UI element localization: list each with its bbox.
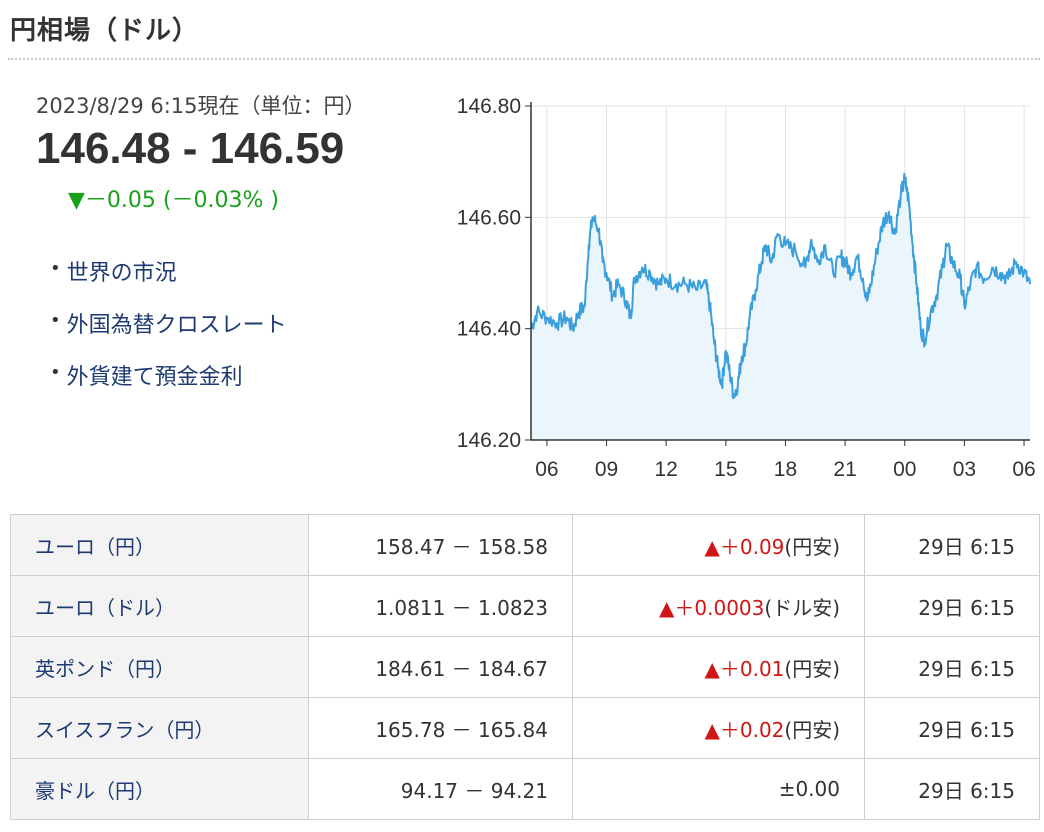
series-area bbox=[531, 173, 1030, 440]
y-tick-label: 146.20 bbox=[457, 429, 521, 452]
x-tick-label: 15 bbox=[714, 458, 737, 481]
bid-ask: 165.78 － 165.84 bbox=[308, 697, 573, 759]
series-line bbox=[530, 172, 1031, 400]
change-cell: ▲＋0.02(円安) bbox=[572, 697, 865, 759]
currency-name[interactable]: スイスフラン（円） bbox=[10, 697, 309, 759]
bullet-icon: • bbox=[50, 258, 61, 279]
quote-timestamp: 2023/8/29 6:15現在（単位：円） bbox=[36, 94, 366, 118]
table-row: ユーロ（円） 158.47 － 158.58 ▲＋0.09(円安) 29日 6:15 bbox=[10, 514, 1040, 576]
up-arrow-icon: ▲ bbox=[704, 656, 720, 681]
update-time: 29日 6:15 bbox=[864, 697, 1040, 759]
bid-ask: 1.0811 － 1.0823 bbox=[308, 575, 573, 637]
change-value: ＋0.02 bbox=[719, 717, 785, 742]
bid-ask: 184.61 － 184.67 bbox=[308, 636, 573, 698]
chart-svg: 146.80 146.60 146.40 146.20 06 09 12 15 18 21 00 03… bbox=[457, 95, 1036, 481]
change-value: ＋0.09 bbox=[719, 534, 785, 559]
link-item-world-markets: • 世界の市況 bbox=[50, 255, 287, 307]
table-row: スイスフラン（円） 165.78 － 165.84 ▲＋0.02(円安) 29日 6:… bbox=[10, 697, 1040, 759]
header-divider bbox=[8, 58, 1040, 60]
change-note: (円安) bbox=[784, 717, 840, 742]
related-links: • 世界の市況 • 外国為替クロスレート • 外貨建て預金金利 bbox=[50, 255, 287, 411]
change-note: (ドル安) bbox=[764, 595, 840, 620]
y-tick-label: 146.60 bbox=[457, 206, 521, 229]
link-item-cross-rates: • 外国為替クロスレート bbox=[50, 307, 287, 359]
change-value: ＋0.0003 bbox=[674, 595, 765, 620]
currency-name[interactable]: 英ポンド（円） bbox=[10, 636, 309, 698]
quote-rate: 146.48 - 146.59 bbox=[36, 124, 345, 173]
link-world-markets[interactable]: 世界の市況 bbox=[66, 261, 177, 286]
currency-name[interactable]: 豪ドル（円） bbox=[10, 758, 309, 820]
up-arrow-icon: ▲ bbox=[659, 595, 675, 620]
change-cell: ±0.00 bbox=[572, 758, 865, 820]
table-row: 英ポンド（円） 184.61 － 184.67 ▲＋0.01(円安) 29日 6:15 bbox=[10, 636, 1040, 698]
change-cell: ▲＋0.01(円安) bbox=[572, 636, 865, 698]
change-cell: ▲＋0.0003(ドル安) bbox=[572, 575, 865, 637]
change-value: ＋0.01 bbox=[719, 656, 785, 681]
currency-name[interactable]: ユーロ（円） bbox=[10, 514, 309, 576]
change-note: ±0.00 bbox=[778, 777, 840, 801]
page-title: 円相場（ドル） bbox=[10, 16, 200, 46]
x-tick-label: 12 bbox=[655, 458, 678, 481]
link-cross-rates[interactable]: 外国為替クロスレート bbox=[66, 313, 287, 338]
link-deposit-rates[interactable]: 外貨建て預金金利 bbox=[66, 365, 243, 390]
quote-change: ▼－0.05 (－0.03% ) bbox=[68, 188, 279, 213]
bid-ask: 94.17 － 94.21 bbox=[308, 758, 573, 820]
y-tick-label: 146.40 bbox=[457, 318, 521, 341]
page-header: 円相場（ドル） bbox=[0, 0, 1044, 60]
quote-panel: 2023/8/29 6:15現在（単位：円） 146.48 - 146.59 ▼… bbox=[36, 90, 366, 213]
update-time: 29日 6:15 bbox=[864, 575, 1040, 637]
cross-rate-table: ユーロ（円） 158.47 － 158.58 ▲＋0.09(円安) 29日 6:15 ユ… bbox=[10, 514, 1040, 820]
update-time: 29日 6:15 bbox=[864, 758, 1040, 820]
change-note: (円安) bbox=[784, 656, 840, 681]
up-arrow-icon: ▲ bbox=[704, 717, 720, 742]
usd-jpy-chart: 146.80 146.60 146.40 146.20 06 09 12 15 18 21 00 03… bbox=[440, 92, 1044, 492]
update-time: 29日 6:15 bbox=[864, 636, 1040, 698]
table-row: 豪ドル（円） 94.17 － 94.21 ±0.00 29日 6:15 bbox=[10, 758, 1040, 820]
up-arrow-icon: ▲ bbox=[704, 534, 720, 559]
x-tick-label: 18 bbox=[774, 458, 797, 481]
link-item-deposit-rates: • 外貨建て預金金利 bbox=[50, 359, 287, 411]
bullet-icon: • bbox=[50, 362, 61, 383]
bullet-icon: • bbox=[50, 310, 61, 331]
x-tick-label: 00 bbox=[893, 458, 916, 481]
x-tick-label: 06 bbox=[1012, 458, 1035, 481]
update-time: 29日 6:15 bbox=[864, 514, 1040, 576]
change-note: (円安) bbox=[784, 534, 840, 559]
currency-name[interactable]: ユーロ（ドル） bbox=[10, 575, 309, 637]
x-tick-label: 06 bbox=[535, 458, 558, 481]
y-tick-label: 146.80 bbox=[457, 95, 521, 118]
change-cell: ▲＋0.09(円安) bbox=[572, 514, 865, 576]
x-tick-label: 03 bbox=[953, 458, 976, 481]
table-row: ユーロ（ドル） 1.0811 － 1.0823 ▲＋0.0003(ドル安) 29日 6… bbox=[10, 575, 1040, 637]
x-tick-label: 21 bbox=[833, 458, 856, 481]
bid-ask: 158.47 － 158.58 bbox=[308, 514, 573, 576]
x-tick-label: 09 bbox=[595, 458, 618, 481]
